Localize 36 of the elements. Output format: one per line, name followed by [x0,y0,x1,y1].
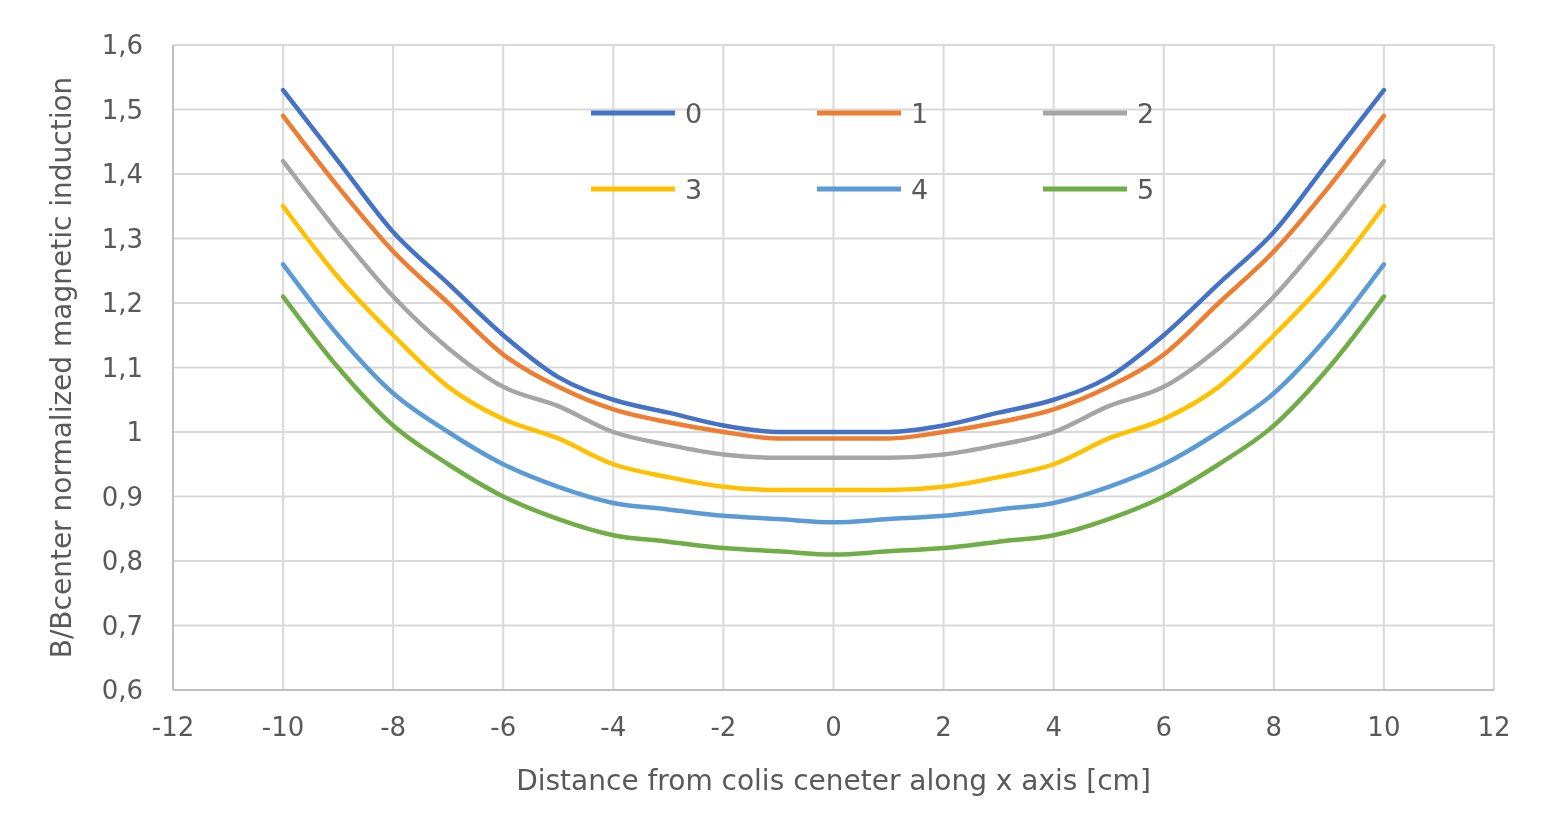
x-tick-label: 12 [1477,712,1511,742]
y-tick-label: 1,4 [101,159,143,189]
y-tick-label: 1,5 [101,94,143,125]
x-tick-label: -6 [490,712,517,742]
x-tick-label: 2 [935,712,952,742]
line-series [280,262,1387,525]
y-tick-label: 1,1 [101,352,143,383]
x-tick-label: 6 [1155,712,1173,742]
x-tick-label: -8 [380,712,407,742]
x-tick-label: 8 [1265,712,1283,742]
y-tick-label: 1,2 [101,288,143,318]
line-series [280,294,1387,557]
legend-label: 1 [911,98,929,129]
y-tick-label: 1,6 [101,30,143,60]
legend-label: 4 [911,174,929,205]
y-tick-label: 0,6 [101,675,143,705]
line-series [280,158,1387,461]
y-axis-title: B/Bcenter normalized magnetic induction [45,76,78,659]
x-axis-title: Distance from colis ceneter along x axis [cm] [516,764,1151,797]
x-tick-label: 4 [1045,712,1062,742]
x-tick-label: 10 [1367,712,1401,742]
y-tick-label: 0,8 [101,546,143,576]
legend-label: 0 [685,98,703,129]
legend-label: 3 [685,174,703,205]
y-tick-label: 0,7 [101,610,143,641]
x-tick-label: -10 [261,712,305,742]
y-tick-label: 1,3 [101,223,143,254]
x-tick-label: -12 [151,712,195,742]
x-tick-label: -4 [600,712,627,742]
x-tick-label: 0 [825,712,842,742]
y-tick-label: 0,9 [101,481,143,512]
line-series [280,204,1387,493]
y-tick-label: 1 [126,417,143,447]
x-tick-label: -2 [710,712,737,742]
legend-label: 5 [1137,174,1155,205]
legend-label: 2 [1137,98,1155,129]
